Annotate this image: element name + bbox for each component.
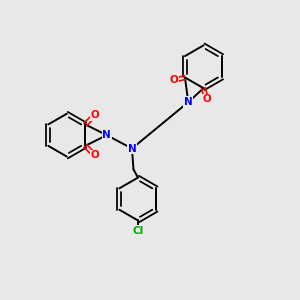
Text: N: N: [128, 143, 136, 154]
Text: O: O: [90, 150, 99, 161]
Text: O: O: [202, 94, 211, 104]
Text: N: N: [184, 97, 193, 107]
Text: O: O: [90, 110, 99, 120]
Text: Cl: Cl: [132, 226, 143, 236]
Text: O: O: [169, 76, 178, 85]
Text: N: N: [102, 130, 111, 140]
